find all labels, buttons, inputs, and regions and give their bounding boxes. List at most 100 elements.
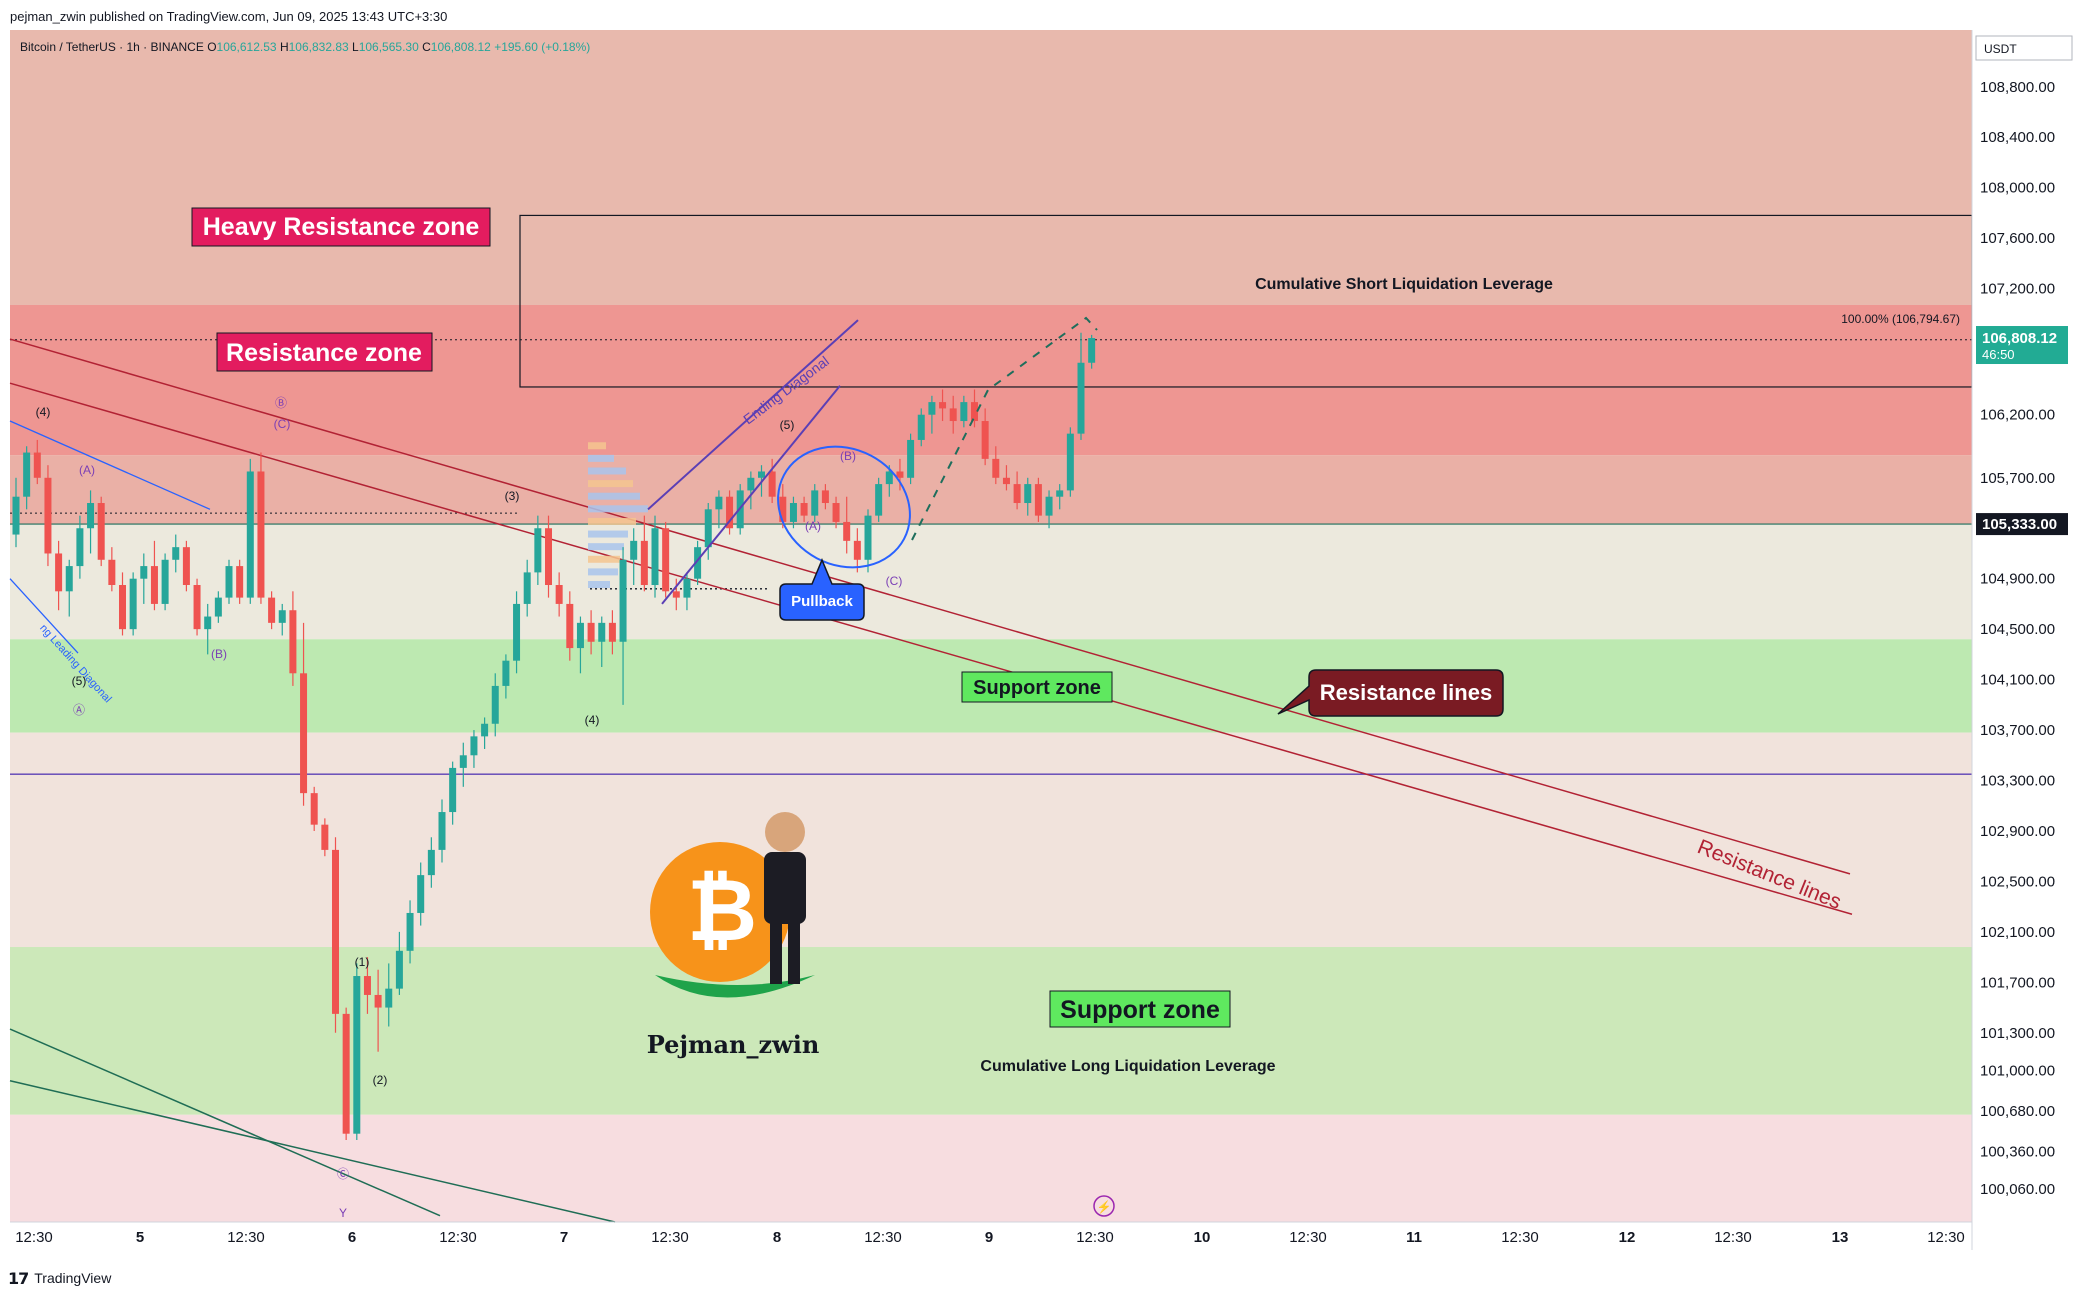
candle-body — [949, 408, 957, 422]
volume-profile-bar — [588, 442, 606, 450]
volume-profile-bar — [588, 530, 628, 538]
candle-body — [427, 849, 435, 876]
candle-body — [257, 471, 265, 598]
y-tick-label: 104,100.00 — [1980, 672, 2055, 689]
candle-body — [747, 477, 755, 491]
candle-body — [236, 566, 244, 598]
candle-body — [545, 528, 552, 586]
candle-body — [55, 553, 63, 592]
x-tick-label: 8 — [773, 1229, 781, 1246]
y-tick-label: 108,400.00 — [1980, 129, 2055, 146]
symbol-ohlc-header: Bitcoin / TetherUS · 1h · BINANCE O106,6… — [20, 40, 590, 54]
bitcoin-symbol: ₿ — [687, 861, 757, 961]
volume-profile-bar — [588, 492, 640, 500]
support-label-1: Support zone — [973, 677, 1101, 699]
tradingview-logo-icon: 17 — [8, 1268, 29, 1288]
candle-body — [225, 566, 233, 598]
candle-body — [161, 559, 169, 604]
pullback-callout — [779, 558, 865, 621]
y-tick-label: 103,300.00 — [1980, 773, 2055, 790]
candle-body — [683, 578, 691, 598]
candle-body — [23, 452, 31, 497]
x-tick-label: 12:30 — [651, 1229, 689, 1246]
volume-profile-bar — [588, 480, 633, 488]
y-tick-label: 100,360.00 — [1980, 1143, 2055, 1160]
wave-label: (C) — [274, 417, 291, 431]
candle-body — [704, 509, 712, 548]
volume-profile-bar — [588, 517, 636, 525]
candle-body — [917, 414, 925, 440]
candle-body — [853, 540, 861, 560]
candle-body — [640, 540, 648, 586]
x-tick-label: 12:30 — [439, 1229, 477, 1246]
avatar-head-icon — [765, 812, 805, 852]
candle-body — [108, 559, 116, 586]
x-tick-label: 12:30 — [1501, 1229, 1539, 1246]
resistance-zone — [10, 304, 1972, 456]
candle-body — [363, 976, 371, 995]
y-tick-label: 102,900.00 — [1980, 823, 2055, 840]
candle-body — [576, 622, 584, 649]
volume-profile-bar — [588, 581, 610, 589]
leading-diagonal-top — [9, 420, 211, 510]
short-liquidation-label: Cumulative Short Liquidation Leverage — [1255, 276, 1553, 293]
candle-body — [885, 471, 893, 485]
candle-body — [1002, 477, 1010, 485]
wave-label: Y — [339, 1206, 347, 1220]
candle-body — [491, 685, 499, 724]
channel-line-1 — [9, 1028, 441, 1217]
price-axis — [1972, 30, 2082, 1222]
volume-profile-bar — [588, 505, 648, 513]
support-zone-lower — [10, 947, 1972, 1115]
last-price-label: 106,808.12 — [1982, 330, 2057, 347]
wave-label: (2) — [373, 1073, 388, 1087]
x-tick-label: 12:30 — [1289, 1229, 1327, 1246]
x-tick-label: 12:30 — [864, 1229, 902, 1246]
resistance-line-1 — [9, 338, 1851, 875]
candle-body — [811, 490, 819, 516]
candle-body — [1077, 362, 1085, 434]
candle-body — [129, 578, 137, 630]
candle-body — [1024, 484, 1032, 504]
candle-body — [459, 755, 467, 768]
candle-body — [332, 849, 339, 1014]
candle-body — [33, 452, 41, 478]
candle-body — [864, 515, 872, 560]
candle-body — [1056, 490, 1064, 497]
heavy-resistance-label-bg — [191, 207, 491, 247]
candle-body — [278, 610, 286, 623]
candle-body — [789, 503, 797, 522]
leading-diagonal-bottom — [9, 578, 79, 654]
candle-body — [587, 622, 595, 642]
candle-body — [694, 547, 702, 579]
avatar-body-icon — [764, 852, 806, 924]
candle-body — [800, 503, 808, 516]
candle-body — [534, 528, 542, 573]
candle-body — [214, 597, 222, 617]
logo-swoosh — [655, 975, 815, 998]
ending-diagonal-lower — [661, 385, 841, 605]
candle-body — [1088, 338, 1096, 363]
candle-body — [821, 490, 829, 504]
level-price-label: 105,333.00 — [1982, 516, 2057, 533]
author-label: Pejman_zwin — [647, 1030, 820, 1059]
resistance-zone-lower — [10, 455, 1972, 525]
last-price-badge — [1976, 326, 2068, 365]
y-tick-label: 102,100.00 — [1980, 924, 2055, 941]
candle-body — [438, 812, 446, 850]
projection-dashed — [911, 316, 1098, 541]
candle-body — [907, 439, 915, 478]
wave-label: (B) — [840, 449, 856, 463]
avatar-leg-right — [788, 922, 800, 984]
currency-label: USDT — [1984, 42, 2017, 56]
candle-body — [172, 547, 180, 560]
heavy-resistance-zone — [10, 30, 1972, 305]
candle-body — [449, 767, 457, 813]
publish-header: pejman_zwin published on TradingView.com… — [0, 0, 2082, 30]
wave-label: Ⓐ — [73, 703, 85, 717]
resistance-lines-callout-label: Resistance lines — [1320, 680, 1492, 705]
channel-line-2 — [9, 1079, 616, 1223]
x-tick-label: 12 — [1619, 1229, 1636, 1246]
wave-label: Ⓑ — [275, 396, 287, 410]
